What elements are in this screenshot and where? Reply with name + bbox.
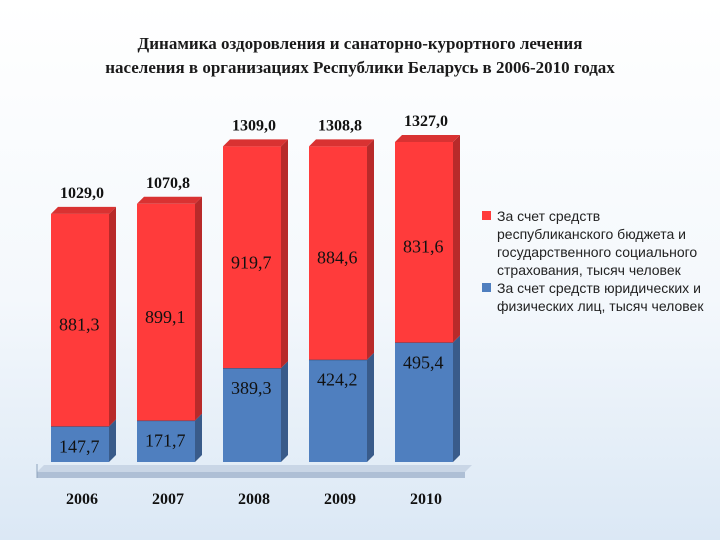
- bar-label-2008-series-1: 919,7: [231, 252, 272, 272]
- bar-2008-series-0: [223, 368, 281, 462]
- bar-side-2009-series-0: [367, 352, 374, 462]
- bar-side-2007-series-0: [195, 413, 202, 462]
- bar-label-2010-series-0: 495,4: [403, 353, 444, 373]
- bar-side-2010-series-1: [453, 135, 460, 343]
- bar-label-2006-series-1: 881,3: [59, 315, 100, 335]
- x-tick-label-2009: 2009: [324, 491, 356, 508]
- total-label-2008: 1309,0: [232, 117, 276, 134]
- total-label-2006: 1029,0: [60, 185, 104, 202]
- bar-2006-series-1: [51, 213, 109, 427]
- bar-side-2008-series-0: [281, 361, 288, 462]
- bar-side-2009-series-1: [367, 139, 374, 360]
- bar-2007-series-0: [137, 420, 195, 462]
- x-tick-label-2007: 2007: [152, 491, 184, 508]
- bar-side-2010-series-0: [453, 335, 460, 462]
- x-tick-label-2006: 2006: [66, 491, 98, 508]
- bar-2009-series-1: [309, 146, 367, 360]
- bar-label-2007-series-0: 171,7: [145, 431, 186, 451]
- bar-side-2007-series-1: [195, 196, 202, 421]
- total-label-2010: 1327,0: [404, 113, 448, 130]
- total-label-2007: 1070,8: [146, 175, 190, 192]
- bar-2009-series-0: [309, 359, 367, 462]
- chart-legend: За счет средств республиканского бюджета…: [482, 207, 718, 315]
- chart-title-line-1: Динамика оздоровления и санаторно-курорт…: [137, 34, 583, 53]
- legend-item-private: За счет средств юридических и физических…: [482, 279, 718, 315]
- bar-side-2008-series-1: [281, 139, 288, 369]
- bar-top-2006: [51, 206, 116, 214]
- bar-top-2010: [395, 135, 460, 142]
- bar-label-2009-series-1: 884,6: [317, 248, 358, 268]
- legend-swatch-budget: [482, 211, 491, 220]
- bar-label-2010-series-1: 831,6: [403, 236, 444, 256]
- bar-side-2006-series-0: [109, 419, 116, 462]
- bar-label-2009-series-0: 424,2: [317, 370, 358, 390]
- legend-item-budget: За счет средств республиканского бюджета…: [482, 207, 718, 279]
- bar-label-2007-series-1: 899,1: [145, 307, 186, 327]
- bar-2008-series-1: [223, 146, 281, 369]
- bar-2010-series-1: [395, 142, 453, 343]
- total-label-2009: 1308,8: [318, 117, 362, 134]
- legend-swatch-private: [482, 283, 491, 292]
- bar-label-2008-series-0: 389,3: [231, 378, 272, 398]
- chart-title-line-2: населения в организациях Республики Бела…: [105, 58, 615, 77]
- bar-2007-series-1: [137, 203, 195, 421]
- legend-text-private: За счет средств юридических и физических…: [497, 280, 704, 314]
- bar-2006-series-0: [51, 426, 109, 462]
- chart-title: Динамика оздоровления и санаторно-курорт…: [0, 32, 720, 80]
- x-tick-label-2008: 2008: [238, 491, 270, 508]
- bar-top-2007: [137, 196, 202, 204]
- bar-2010-series-0: [395, 342, 453, 462]
- chart-floor: [37, 465, 472, 472]
- bar-side-2006-series-1: [109, 206, 116, 427]
- bar-label-2006-series-0: 147,7: [59, 436, 100, 456]
- legend-text-budget: За счет средств республиканского бюджета…: [497, 208, 698, 278]
- bar-top-2008: [223, 139, 288, 147]
- bar-top-2009: [309, 139, 374, 147]
- chart-floor-edge: [37, 472, 465, 478]
- x-tick-label-2010: 2010: [410, 491, 442, 508]
